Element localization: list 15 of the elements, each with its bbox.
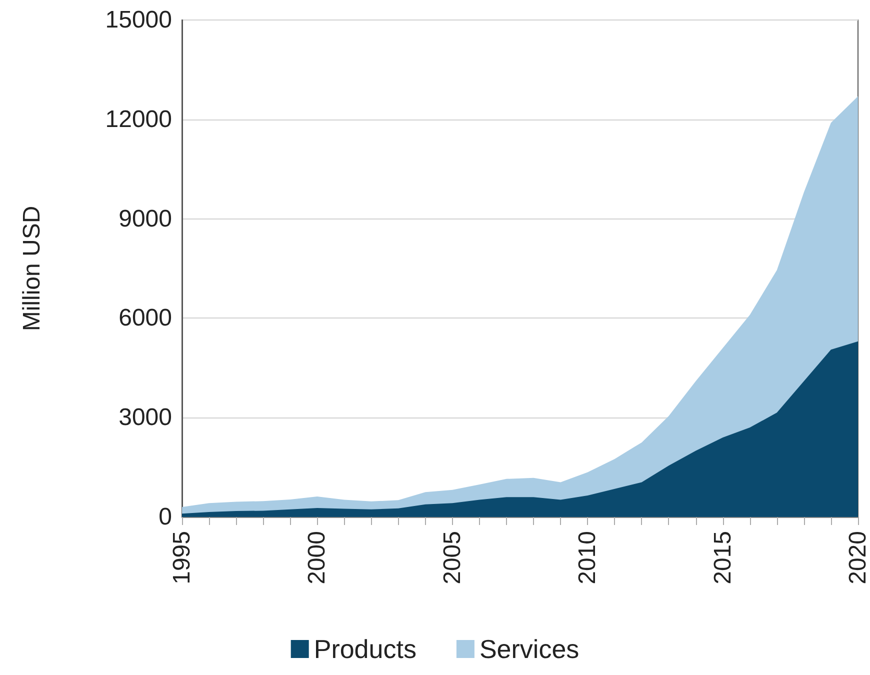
- x-tick-label: 2005: [438, 531, 466, 584]
- legend-label: Services: [479, 634, 580, 664]
- y-tick-label: 3000: [118, 404, 172, 432]
- y-tick-label: 0: [158, 504, 172, 530]
- x-tick-label: 2015: [709, 531, 736, 584]
- y-tick-label: 6000: [118, 304, 172, 332]
- x-tick-label: 2000: [304, 531, 331, 584]
- y-tick-label: 15000: [105, 6, 172, 34]
- y-tick-label: 12000: [105, 106, 172, 133]
- legend-label: Products: [314, 634, 416, 664]
- y-axis-title: Million USD: [18, 206, 46, 332]
- x-tick-label: 2010: [574, 531, 602, 584]
- y-tick-label: 9000: [118, 205, 172, 232]
- x-tick-label: 2020: [844, 531, 870, 584]
- x-tick-label: 1995: [168, 531, 196, 584]
